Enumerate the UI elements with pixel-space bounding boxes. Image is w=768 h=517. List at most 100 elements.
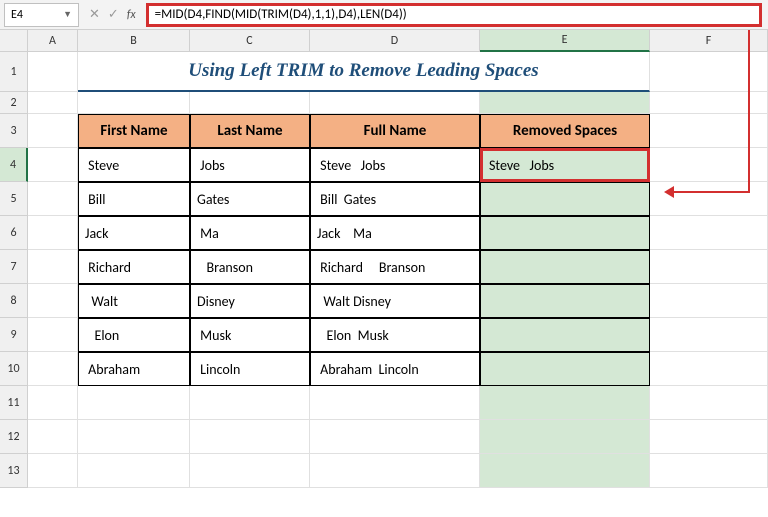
row-header-4[interactable]: 4: [0, 148, 28, 182]
cell-full-name[interactable]: Elon Musk: [310, 318, 480, 352]
row-header-11[interactable]: 11: [0, 386, 28, 420]
cell[interactable]: [480, 386, 650, 420]
cell-full-name[interactable]: Walt Disney: [310, 284, 480, 318]
row-header-10[interactable]: 10: [0, 352, 28, 386]
cell[interactable]: [480, 420, 650, 454]
cell[interactable]: [28, 148, 78, 182]
cell[interactable]: [28, 250, 78, 284]
cell-removed[interactable]: [480, 318, 650, 352]
fx-icon[interactable]: fx: [127, 8, 136, 22]
cell[interactable]: [650, 284, 768, 318]
cell[interactable]: [310, 386, 480, 420]
cell-full-name[interactable]: Richard Branson: [310, 250, 480, 284]
cell-full-name[interactable]: Steve Jobs: [310, 148, 480, 182]
cell[interactable]: [310, 420, 480, 454]
title-cell[interactable]: Using Left TRIM to Remove Leading Spaces: [78, 52, 650, 92]
cell-removed[interactable]: [480, 216, 650, 250]
cell[interactable]: [650, 92, 768, 114]
row-header-2[interactable]: 2: [0, 92, 28, 114]
name-box[interactable]: E4 ▼: [4, 3, 79, 27]
row-header-13[interactable]: 13: [0, 454, 28, 488]
cell[interactable]: [28, 182, 78, 216]
cell[interactable]: [310, 454, 480, 488]
cell[interactable]: [190, 420, 310, 454]
cell[interactable]: [650, 454, 768, 488]
cell[interactable]: [650, 420, 768, 454]
cell[interactable]: [28, 114, 78, 148]
cell-last-name[interactable]: Lincoln: [190, 352, 310, 386]
cell[interactable]: [650, 386, 768, 420]
cell-last-name[interactable]: Gates: [190, 182, 310, 216]
cell-first-name[interactable]: Abraham: [78, 352, 190, 386]
cell[interactable]: [28, 284, 78, 318]
row-header-3[interactable]: 3: [0, 114, 28, 148]
cell[interactable]: [78, 454, 190, 488]
cell-first-name[interactable]: Elon: [78, 318, 190, 352]
cell-full-name[interactable]: Jack Ma: [310, 216, 480, 250]
header-full-name[interactable]: Full Name: [310, 114, 480, 148]
cancel-icon[interactable]: ✕: [89, 7, 100, 22]
cell-removed[interactable]: [480, 250, 650, 284]
row-header-6[interactable]: 6: [0, 216, 28, 250]
cell-removed[interactable]: [480, 284, 650, 318]
cell[interactable]: [480, 92, 650, 114]
cell[interactable]: [78, 386, 190, 420]
header-removed-spaces[interactable]: Removed Spaces: [480, 114, 650, 148]
cell-removed-active[interactable]: Steve Jobs: [480, 148, 650, 182]
cell-a1[interactable]: [28, 52, 78, 92]
name-box-dropdown-icon[interactable]: ▼: [63, 9, 72, 20]
cell[interactable]: [190, 454, 310, 488]
cell[interactable]: [28, 318, 78, 352]
cell-full-name[interactable]: Bill Gates: [310, 182, 480, 216]
cell-full-name[interactable]: Abraham Lincoln: [310, 352, 480, 386]
cell-last-name[interactable]: Jobs: [190, 148, 310, 182]
cell[interactable]: [310, 92, 480, 114]
cell-first-name[interactable]: Jack: [78, 216, 190, 250]
cell-last-name[interactable]: Ma: [190, 216, 310, 250]
col-header-d[interactable]: D: [310, 30, 480, 52]
header-first-name[interactable]: First Name: [78, 114, 190, 148]
cell-removed[interactable]: [480, 182, 650, 216]
col-header-f[interactable]: F: [650, 30, 768, 52]
col-header-c[interactable]: C: [190, 30, 310, 52]
cell[interactable]: [480, 454, 650, 488]
cell[interactable]: [650, 250, 768, 284]
cell[interactable]: [78, 92, 190, 114]
row-header-12[interactable]: 12: [0, 420, 28, 454]
cell-first-name[interactable]: Steve: [78, 148, 190, 182]
cell-first-name[interactable]: Bill: [78, 182, 190, 216]
cell[interactable]: [28, 216, 78, 250]
cell[interactable]: [650, 352, 768, 386]
cell[interactable]: [78, 420, 190, 454]
cell[interactable]: [650, 216, 768, 250]
cell[interactable]: [28, 454, 78, 488]
formula-input[interactable]: =MID(D4,FIND(MID(TRIM(D4),1,1),D4),LEN(D…: [146, 3, 762, 27]
cell[interactable]: [28, 420, 78, 454]
cell-removed[interactable]: [480, 352, 650, 386]
cell[interactable]: [28, 92, 78, 114]
cell[interactable]: [190, 386, 310, 420]
cell-f1[interactable]: [650, 52, 768, 92]
col-header-e[interactable]: E: [480, 30, 650, 52]
cell[interactable]: [650, 318, 768, 352]
cell[interactable]: [650, 148, 768, 182]
row-header-1[interactable]: 1: [0, 52, 28, 92]
cell-last-name[interactable]: Musk: [190, 318, 310, 352]
cell-first-name[interactable]: Walt: [78, 284, 190, 318]
row-header-8[interactable]: 8: [0, 284, 28, 318]
cell[interactable]: [28, 386, 78, 420]
cell[interactable]: [650, 114, 768, 148]
cell[interactable]: [190, 92, 310, 114]
row-header-5[interactable]: 5: [0, 182, 28, 216]
cell-last-name[interactable]: Branson: [190, 250, 310, 284]
select-all-corner[interactable]: [0, 30, 28, 52]
cell-first-name[interactable]: Richard: [78, 250, 190, 284]
row-header-9[interactable]: 9: [0, 318, 28, 352]
col-header-a[interactable]: A: [28, 30, 78, 52]
header-last-name[interactable]: Last Name: [190, 114, 310, 148]
confirm-icon[interactable]: ✓: [108, 7, 119, 22]
col-header-b[interactable]: B: [78, 30, 190, 52]
cell[interactable]: [28, 352, 78, 386]
cell-last-name[interactable]: Disney: [190, 284, 310, 318]
row-header-7[interactable]: 7: [0, 250, 28, 284]
